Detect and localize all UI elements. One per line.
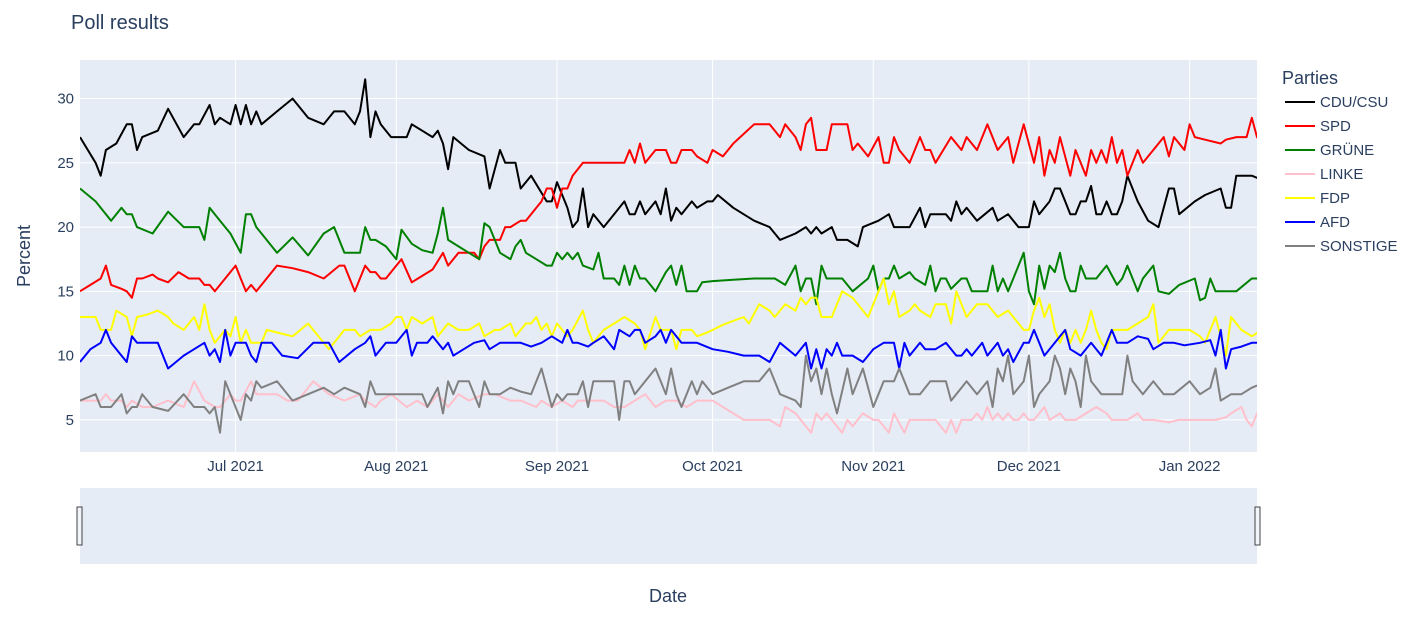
legend-item-gr-ne[interactable]: GRÜNE — [1285, 141, 1374, 159]
legend-label: FDP — [1320, 190, 1350, 207]
legend-item-cdu-csu[interactable]: CDU/CSU — [1285, 94, 1388, 111]
y-tick-label: 10 — [57, 348, 74, 365]
legend-label: LINKE — [1320, 166, 1363, 183]
series-line-linke[interactable] — [80, 380, 1418, 434]
legend-label: GRÜNE — [1320, 141, 1374, 159]
series-line-cdu-csu[interactable] — [80, 78, 1387, 248]
legend-item-linke[interactable]: LINKE — [1285, 166, 1363, 183]
series-line-spd[interactable] — [80, 116, 1418, 299]
x-tick-label: Oct 2021 — [682, 458, 743, 475]
x-tick-label: Jul 2021 — [207, 458, 264, 475]
y-tick-label: 30 — [57, 91, 74, 108]
legend-label: CDU/CSU — [1320, 94, 1388, 111]
x-tick-label: Aug 2021 — [364, 458, 428, 475]
series-line-gr-ne[interactable] — [80, 187, 1392, 306]
series-line-sonstige[interactable] — [80, 354, 1418, 434]
legend-item-fdp[interactable]: FDP — [1285, 190, 1350, 207]
series-line-fdp[interactable] — [80, 277, 1418, 369]
x-axis-title: Date — [649, 586, 687, 606]
y-tick-label: 20 — [57, 219, 74, 236]
range-slider-left-handle[interactable] — [76, 506, 83, 546]
legend-item-sonstige[interactable]: SONSTIGE — [1285, 238, 1398, 255]
legend-label: AFD — [1320, 214, 1350, 231]
series-lines — [80, 78, 1418, 434]
legend-title: Parties — [1282, 68, 1338, 88]
range-slider[interactable] — [80, 488, 1257, 564]
x-tick-labels: Jul 2021 Aug 2021 Sep 2021 Oct 2021 Nov 2021… — [207, 458, 1220, 475]
y-tick-labels: 5 10 15 20 25 30 — [57, 91, 74, 429]
chart-title: Poll results — [71, 12, 169, 34]
legend-label: SONSTIGE — [1320, 238, 1398, 255]
legend-item-afd[interactable]: AFD — [1285, 214, 1350, 231]
y-tick-label: 15 — [57, 283, 74, 300]
legend: CDU/CSU SPD GRÜNE LINKE FDP AFD SONSTIGE — [1285, 94, 1398, 255]
y-axis-title: Percent — [14, 225, 34, 287]
y-tick-label: 25 — [57, 155, 74, 172]
x-tick-label: Nov 2021 — [841, 458, 905, 475]
series-line-afd[interactable] — [80, 328, 1418, 370]
legend-item-spd[interactable]: SPD — [1285, 118, 1351, 135]
x-tick-label: Sep 2021 — [525, 458, 589, 475]
x-tick-label: Dec 2021 — [997, 458, 1061, 475]
x-tick-label: Jan 2022 — [1159, 458, 1221, 475]
grid-lines — [80, 60, 1257, 452]
y-tick-label: 5 — [66, 412, 74, 429]
range-slider-right-handle[interactable] — [1254, 506, 1261, 546]
legend-label: SPD — [1320, 118, 1351, 135]
